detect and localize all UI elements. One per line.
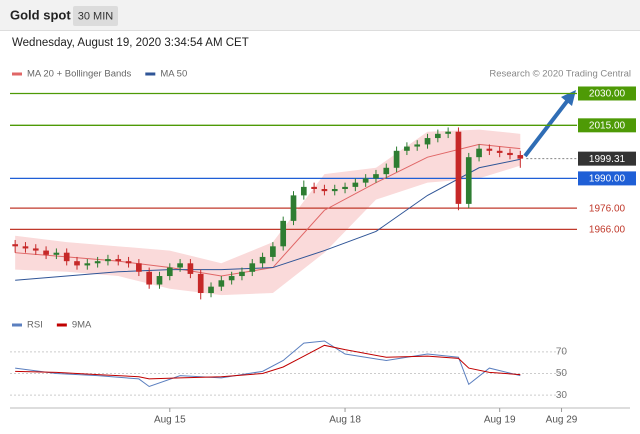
legend-label: MA 20 + Bollinger Bands: [27, 69, 132, 80]
candle-body: [74, 261, 80, 266]
candle-body: [156, 276, 163, 285]
y-tick-label: 70: [556, 346, 568, 357]
candle-body: [53, 252, 60, 255]
moving-average: [15, 158, 521, 281]
candle-body: [373, 174, 379, 179]
x-tick-label: Aug 19: [484, 415, 516, 426]
candle-body: [146, 271, 153, 285]
candle-body: [414, 144, 421, 147]
candle-body: [43, 250, 49, 255]
interval-button[interactable]: [73, 6, 118, 26]
candle-body: [259, 256, 266, 264]
candle-body: [280, 220, 287, 247]
candle-body: [218, 280, 225, 287]
candle-body: [125, 261, 132, 264]
candle-body: [393, 150, 400, 168]
candle-body: [115, 259, 122, 262]
candle-body: [486, 148, 493, 151]
candle-body: [311, 186, 317, 190]
timestamp: Wednesday, August 19, 2020 3:34:54 AM CE…: [12, 37, 249, 49]
candle-body: [63, 252, 70, 262]
candle-body: [208, 286, 214, 294]
candle-body: [239, 271, 245, 277]
candle-body: [136, 263, 142, 272]
title: Gold spot: [10, 7, 71, 22]
level-label-box: [578, 86, 636, 101]
level-label-box: [578, 151, 636, 166]
source: Research © 2020 Trading Central: [489, 69, 631, 80]
candle-body: [404, 146, 410, 151]
level-label: 1990.00: [589, 174, 626, 185]
level-label: 1999.31: [589, 154, 626, 165]
candle-body: [465, 157, 472, 204]
legend-label: RSI: [27, 320, 43, 331]
y-tick-label: 30: [556, 390, 568, 401]
candle-body: [84, 263, 91, 266]
candle-body: [32, 248, 39, 251]
interval-label: 30 MIN: [78, 10, 114, 22]
candle-body: [166, 267, 173, 277]
x-tick-label: Aug 18: [329, 415, 361, 426]
candle-body: [94, 261, 101, 264]
legend-label: 9MA: [72, 320, 92, 331]
candle-body: [290, 195, 297, 221]
indicator-line: [15, 340, 521, 388]
candle-body: [445, 131, 451, 134]
y-tick-label: 50: [556, 368, 568, 379]
candle-body: [476, 148, 482, 158]
candle-body: [105, 259, 111, 262]
x-tick-label: Aug 29: [546, 415, 578, 426]
candle-body: [12, 244, 18, 247]
candle-body: [455, 131, 462, 204]
legend-swatch: [145, 72, 156, 76]
candle-body: [187, 263, 194, 274]
candle-body: [228, 276, 235, 281]
level-label: 2015.00: [589, 120, 626, 131]
level-label: 1976.00: [589, 203, 626, 214]
candle-body: [321, 189, 328, 192]
candle-body: [507, 152, 513, 156]
candle-body: [517, 155, 524, 159]
candle-body: [249, 263, 256, 272]
level-label: 2030.00: [589, 89, 626, 100]
candle-body: [383, 167, 390, 175]
level-label: 1966.00: [589, 224, 626, 235]
candle-body: [342, 186, 348, 190]
legend-label: MA 50: [160, 69, 187, 80]
legend-swatch: [12, 323, 22, 327]
candle-body: [424, 138, 431, 145]
candle-body: [496, 150, 503, 153]
candle-body: [352, 182, 359, 187]
candle-body: [362, 178, 369, 183]
legend-swatch: [12, 72, 22, 76]
level-label-box: [578, 118, 636, 133]
legend-swatch: [56, 323, 67, 327]
candle-body: [434, 133, 441, 139]
candle-body: [300, 186, 307, 196]
indicator-line: [15, 344, 521, 380]
x-tick-label: Aug 15: [154, 415, 186, 426]
candle-body: [197, 273, 204, 294]
forecast-arrow: [523, 98, 570, 158]
bollinger-band: [15, 129, 521, 296]
candle-body: [270, 246, 276, 257]
candle-body: [331, 189, 338, 192]
candle-body: [22, 246, 29, 249]
candle-body: [177, 263, 183, 268]
level-label-box: [578, 171, 636, 186]
